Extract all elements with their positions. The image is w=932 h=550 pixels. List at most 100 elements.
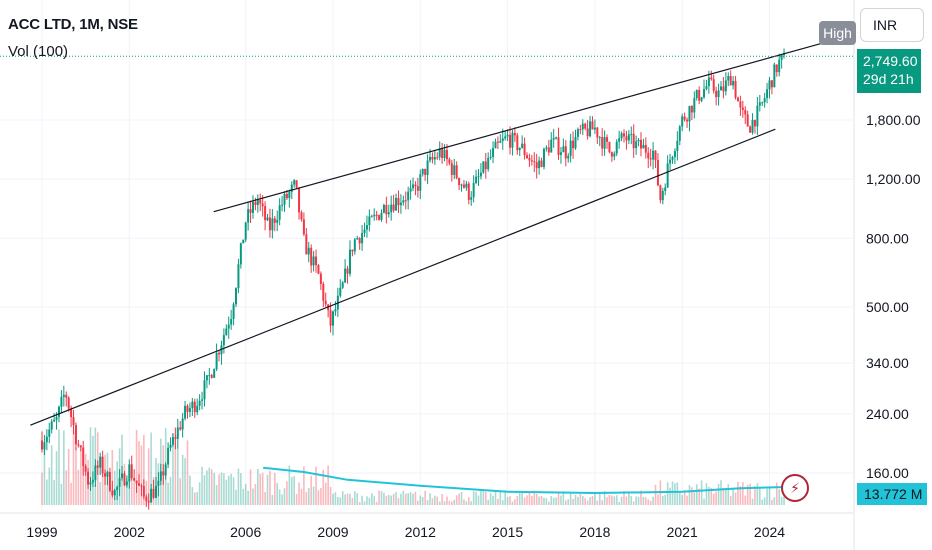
volume-indicator-label[interactable]: Vol (100) bbox=[8, 43, 69, 60]
candle-body bbox=[441, 149, 444, 159]
volume-bar bbox=[225, 479, 228, 505]
volume-bar bbox=[181, 454, 184, 505]
candle-body bbox=[751, 119, 754, 133]
volume-bar bbox=[295, 493, 298, 505]
volume-bar bbox=[150, 432, 152, 505]
candle-body bbox=[307, 247, 310, 255]
volume-bar bbox=[662, 495, 664, 505]
candle-body bbox=[644, 144, 647, 153]
candle-body bbox=[523, 143, 526, 156]
candle-body bbox=[453, 165, 456, 175]
volume-bar bbox=[143, 434, 145, 505]
candle-body bbox=[652, 150, 655, 160]
candle-body bbox=[247, 209, 250, 223]
candle-body bbox=[635, 141, 638, 149]
candle-body bbox=[647, 152, 650, 159]
volume-bar bbox=[746, 484, 749, 505]
volume-bar bbox=[552, 497, 555, 505]
candle-body bbox=[225, 328, 228, 336]
candle-body bbox=[416, 186, 419, 191]
symbol-title[interactable]: ACC LTD, 1M, NSE bbox=[8, 16, 138, 33]
currency-selector[interactable]: INR bbox=[860, 8, 924, 42]
volume-bar bbox=[145, 480, 148, 505]
candle-body bbox=[429, 156, 431, 161]
volume-bar bbox=[213, 472, 215, 505]
volume-bar bbox=[453, 499, 456, 505]
volume-bar bbox=[75, 447, 77, 505]
volume-bar bbox=[210, 469, 213, 505]
candle-body bbox=[179, 427, 182, 430]
candle-body bbox=[421, 168, 424, 175]
volume-bar bbox=[778, 489, 780, 505]
volume-bar bbox=[695, 484, 698, 505]
candle-body bbox=[509, 134, 512, 148]
volume-bar bbox=[531, 496, 533, 505]
volume-bar bbox=[703, 498, 705, 505]
candle-body bbox=[773, 64, 776, 88]
candle-body bbox=[283, 193, 286, 205]
candle-body bbox=[188, 408, 191, 412]
candle-body bbox=[637, 139, 640, 142]
candle-body bbox=[552, 137, 555, 140]
lightning-bolt-icon[interactable]: ⚡ bbox=[781, 474, 809, 502]
trendline-upper bbox=[213, 41, 828, 213]
volume-bar bbox=[620, 496, 623, 505]
candle-body bbox=[414, 184, 417, 187]
candle-body bbox=[462, 184, 465, 188]
volume-bar bbox=[278, 489, 281, 505]
volume-bar bbox=[290, 477, 293, 505]
candle-body bbox=[419, 174, 422, 191]
candle-body bbox=[392, 204, 395, 211]
volume-bar bbox=[193, 492, 196, 505]
volume-bar bbox=[332, 493, 334, 505]
candle-body bbox=[70, 408, 73, 418]
candle-body bbox=[239, 243, 242, 265]
volume-bar bbox=[460, 491, 463, 505]
volume-bar bbox=[681, 494, 683, 505]
volume-bar bbox=[574, 495, 577, 505]
volume-bar bbox=[686, 495, 688, 505]
volume-bar bbox=[455, 495, 458, 505]
volume-bar bbox=[390, 495, 392, 505]
candle-body bbox=[729, 75, 732, 86]
volume-bar bbox=[324, 482, 327, 505]
high-price-label: High bbox=[819, 21, 856, 45]
volume-bar bbox=[254, 484, 257, 505]
volume-bar bbox=[761, 499, 764, 505]
candle-body bbox=[530, 160, 533, 162]
volume-bar bbox=[206, 470, 208, 505]
volume-bar bbox=[773, 497, 776, 505]
last-price-tag: 2,749.60 29d 21h bbox=[857, 49, 921, 93]
candle-body bbox=[45, 436, 48, 443]
volume-bar bbox=[80, 448, 82, 505]
volume-bar bbox=[700, 480, 703, 505]
volume-bar bbox=[628, 493, 630, 505]
candle-body bbox=[334, 309, 337, 312]
candle-body bbox=[669, 159, 672, 164]
candle-body bbox=[348, 249, 351, 274]
volume-bar bbox=[276, 482, 279, 505]
candle-body bbox=[232, 304, 235, 319]
candle-body bbox=[121, 473, 124, 478]
candle-body bbox=[753, 119, 756, 127]
volume-bar bbox=[754, 486, 756, 505]
candle-body bbox=[176, 427, 179, 439]
volume-bar bbox=[400, 493, 402, 505]
candle-body bbox=[550, 139, 553, 153]
volume-bar bbox=[560, 495, 562, 505]
volume-bar bbox=[751, 498, 754, 505]
candle-body bbox=[41, 440, 43, 450]
volume-bar bbox=[223, 473, 225, 505]
candle-body bbox=[581, 123, 584, 130]
volume-bar bbox=[635, 496, 637, 505]
volume-bar bbox=[543, 497, 545, 505]
candle-body bbox=[443, 149, 446, 159]
candle-body bbox=[72, 417, 75, 426]
volume-bar bbox=[565, 500, 567, 505]
candle-body bbox=[484, 161, 487, 170]
candle-body bbox=[235, 288, 237, 305]
candle-body bbox=[84, 465, 87, 472]
candle-body bbox=[290, 184, 293, 192]
candle-body bbox=[65, 394, 68, 398]
